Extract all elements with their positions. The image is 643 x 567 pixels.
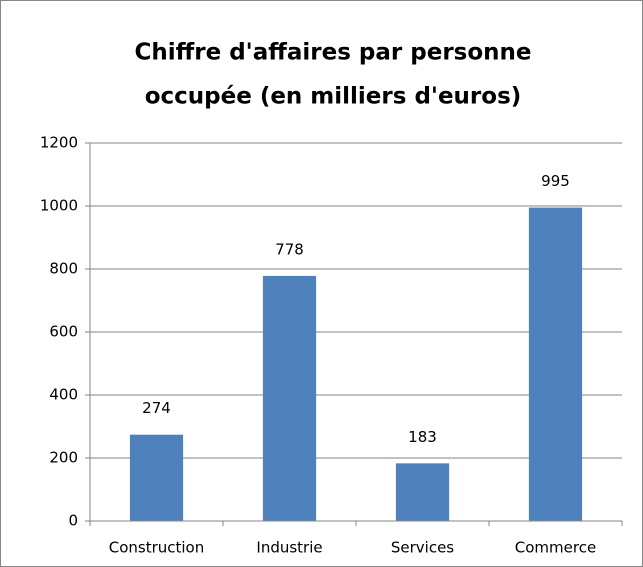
x-tick-label: Construction xyxy=(109,539,205,557)
bar xyxy=(395,463,450,521)
data-label: 778 xyxy=(275,240,304,258)
data-label: 995 xyxy=(541,172,570,190)
bar xyxy=(262,275,317,521)
data-label: 183 xyxy=(408,428,437,446)
x-tick-label: Services xyxy=(391,539,454,557)
y-tick-label: 800 xyxy=(49,260,78,278)
y-tick-label: 600 xyxy=(49,323,78,341)
y-tick-label: 1200 xyxy=(40,134,78,152)
y-tick-label: 1000 xyxy=(40,197,78,215)
data-label: 274 xyxy=(142,399,171,417)
y-tick-label: 0 xyxy=(68,512,78,530)
chart-title: Chiffre d'affaires par personne xyxy=(135,40,532,66)
bar xyxy=(528,207,583,521)
y-tick-label: 200 xyxy=(49,449,78,467)
x-tick-label: Industrie xyxy=(256,539,322,557)
bar xyxy=(129,434,184,521)
x-tick-label: Commerce xyxy=(515,539,596,557)
y-tick-label: 400 xyxy=(49,386,78,404)
chart-title: occupée (en milliers d'euros) xyxy=(145,84,522,110)
